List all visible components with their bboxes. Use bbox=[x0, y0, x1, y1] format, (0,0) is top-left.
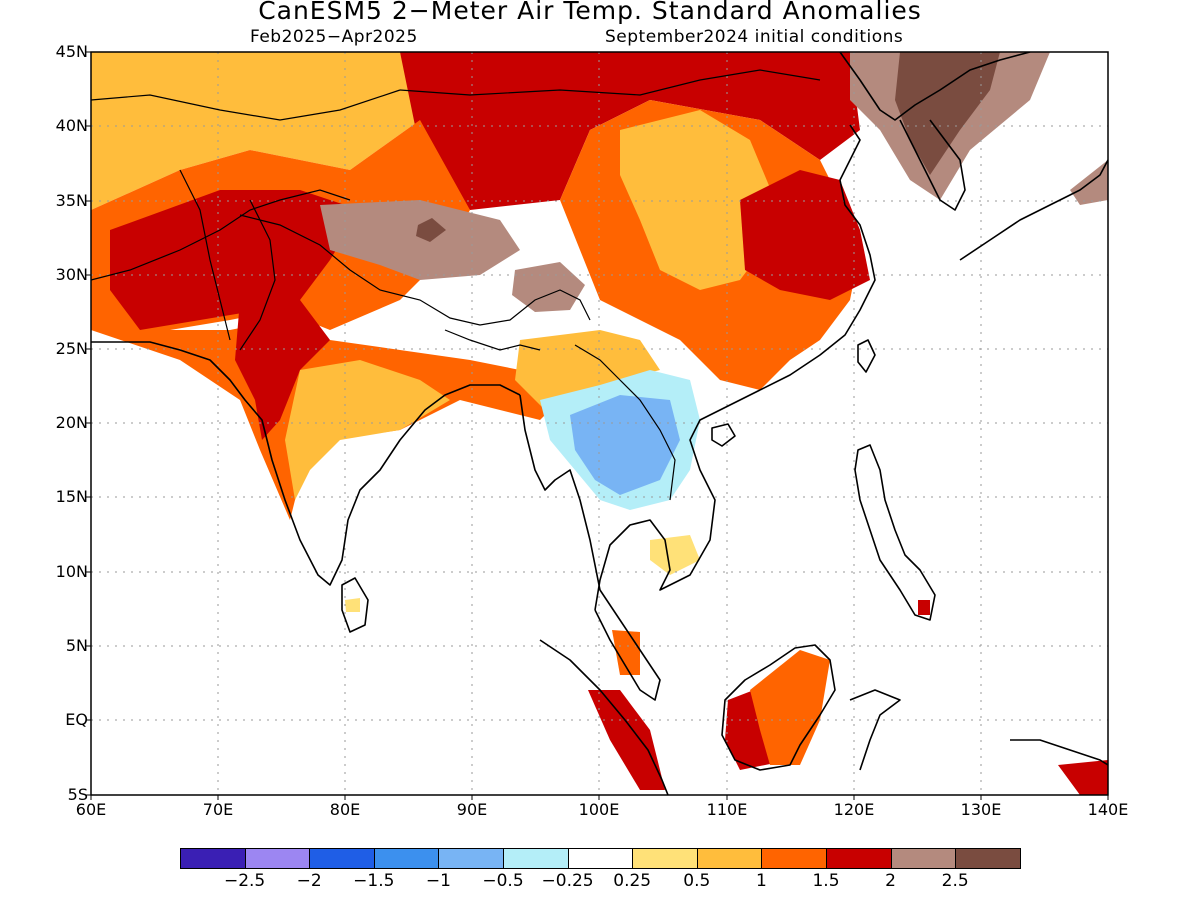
lon-label: 60E bbox=[75, 800, 107, 819]
anomaly-region-north-red bbox=[400, 52, 860, 210]
lat-label: 30N bbox=[55, 265, 88, 284]
anomaly-region-tibet-dark bbox=[416, 218, 446, 242]
coastline-china bbox=[759, 124, 876, 391]
colorbar-swatch bbox=[826, 848, 892, 869]
map-title: CanESM5 2−Meter Air Temp. Standard Anoma… bbox=[258, 0, 922, 25]
anomaly-region-tibet bbox=[320, 200, 520, 280]
map-period: Feb2025−Apr2025 bbox=[250, 27, 418, 47]
anomaly-region-korea-dark bbox=[895, 52, 1000, 175]
lat-label: 5S bbox=[67, 785, 88, 804]
lat-label: 35N bbox=[55, 191, 88, 210]
colorbar-tick-label: −2 bbox=[296, 871, 322, 891]
coastline-hainan bbox=[711, 423, 736, 447]
lon-label: 120E bbox=[833, 800, 875, 819]
anomaly-region-central-asia bbox=[91, 52, 420, 210]
colorbar-tick-label: 1.5 bbox=[812, 871, 840, 891]
coastline-myanmar bbox=[519, 394, 661, 701]
coastline-sumatra bbox=[539, 639, 669, 795]
border-central-asia bbox=[90, 189, 351, 281]
colorbar-tick-label: 2 bbox=[885, 871, 896, 891]
anomaly-region-new-guinea bbox=[1058, 760, 1108, 795]
colorbar-swatch bbox=[180, 848, 246, 869]
lat-label: 20N bbox=[55, 413, 88, 432]
colorbar-swatch bbox=[244, 848, 311, 869]
coastline-sulawesi bbox=[849, 689, 901, 771]
border-mongolia bbox=[399, 69, 821, 96]
lat-label: 5N bbox=[65, 636, 88, 655]
coastline-india bbox=[91, 341, 521, 586]
border-kazakhstan bbox=[90, 89, 401, 121]
anomaly-region-east-china-red bbox=[740, 170, 870, 300]
coastline-sri-lanka bbox=[341, 577, 369, 633]
colorbar-swatch bbox=[503, 848, 569, 869]
anomaly-region-myanmar bbox=[515, 330, 660, 410]
anomaly-field bbox=[91, 52, 1108, 795]
coastline-korea bbox=[899, 119, 966, 211]
anomaly-region-indochina-blue bbox=[570, 395, 680, 495]
colorbar-swatch bbox=[373, 848, 440, 869]
colorbar-swatch bbox=[955, 848, 1021, 869]
anomaly-region-borneo-orange bbox=[750, 650, 830, 765]
colorbar-tick-label: −2.5 bbox=[223, 871, 266, 891]
lat-label: 10N bbox=[55, 562, 88, 581]
coastline-taiwan bbox=[857, 339, 876, 373]
anomaly-region-tibet-east bbox=[512, 262, 585, 312]
lat-label: 25N bbox=[55, 339, 88, 358]
anomaly-region-sumatra bbox=[588, 690, 665, 790]
coastlines bbox=[91, 52, 1108, 795]
lat-label: 40N bbox=[55, 116, 88, 135]
lon-label: 140E bbox=[1087, 800, 1129, 819]
graticule bbox=[91, 52, 1108, 795]
coastline-northeast-asia bbox=[839, 52, 1031, 121]
colorbar-tick-label: 0.25 bbox=[613, 871, 652, 891]
coastline-borneo bbox=[721, 644, 836, 771]
colorbar-swatch bbox=[438, 848, 504, 869]
colorbar-tick-label: −1 bbox=[425, 871, 451, 891]
coastline-philippines bbox=[854, 444, 936, 621]
lon-label: 130E bbox=[960, 800, 1002, 819]
anomaly-region-india-red bbox=[235, 300, 330, 440]
colorbar-tick-label: 1 bbox=[755, 871, 767, 891]
colorbar-tick-label: 2.5 bbox=[941, 871, 969, 891]
border-pakistan-india bbox=[239, 199, 276, 351]
lat-label: 45N bbox=[55, 42, 88, 61]
colorbar-tick-label: −1.5 bbox=[353, 871, 395, 891]
colorbar-swatch bbox=[696, 848, 763, 869]
anomaly-region-pakistan bbox=[110, 190, 360, 330]
border-southeast-asia bbox=[574, 344, 676, 501]
lon-label: 90E bbox=[456, 800, 488, 819]
map-initial-conditions: September2024 initial conditions bbox=[605, 27, 904, 47]
colorbar-swatch bbox=[632, 848, 698, 869]
border-bangladesh bbox=[444, 329, 541, 351]
axis-ticks bbox=[86, 51, 1109, 800]
lon-label: 70E bbox=[202, 800, 234, 819]
anomaly-region-central-china-yellow bbox=[620, 110, 775, 290]
anomaly-region-sri-lanka bbox=[345, 598, 360, 612]
coastline-indochina bbox=[594, 389, 761, 611]
lat-label: 15N bbox=[55, 487, 88, 506]
anomaly-region-malaysia bbox=[612, 630, 640, 675]
colorbar-swatch bbox=[567, 848, 634, 869]
coastline-japan bbox=[959, 159, 1108, 261]
colorbar-tick-label: −0.5 bbox=[482, 871, 524, 891]
colorbar-tick-label: −0.25 bbox=[541, 871, 594, 891]
anomaly-region-cambodia bbox=[650, 535, 700, 575]
border-iran-afghanistan bbox=[179, 169, 231, 341]
coastline-new-guinea bbox=[1010, 739, 1108, 766]
lon-label: 100E bbox=[578, 800, 620, 819]
lon-label: 80E bbox=[329, 800, 361, 819]
colorbar-tick-label: 0.5 bbox=[683, 871, 711, 891]
lon-label: 110E bbox=[706, 800, 748, 819]
colorbar-swatch bbox=[761, 848, 827, 869]
border-himalaya bbox=[239, 214, 591, 326]
colorbar-swatch bbox=[309, 848, 375, 869]
political-borders bbox=[90, 69, 821, 501]
lat-label: EQ bbox=[65, 710, 88, 729]
anomaly-region-india-yellow bbox=[285, 360, 450, 500]
colorbar-swatch bbox=[890, 848, 957, 869]
anomaly-region-philippines bbox=[918, 600, 930, 615]
